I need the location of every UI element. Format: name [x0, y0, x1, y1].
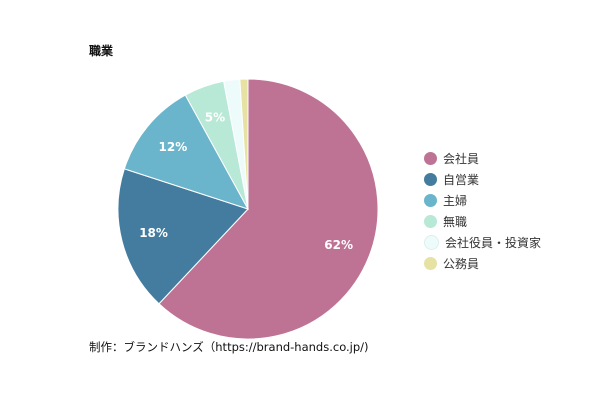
slice-label-1: 62%	[324, 238, 353, 252]
pie-slice-3	[123, 94, 250, 210]
legend-label: 自営業	[443, 173, 480, 187]
legend-item-2[interactable]: 自営業	[424, 169, 541, 190]
legend-label: 主婦	[443, 194, 468, 208]
chart-legend: 会社員自営業主婦無職会社役員・投資家 公務員	[424, 148, 541, 274]
legend-swatch-icon	[424, 194, 437, 207]
pie-slice-1	[158, 78, 379, 340]
legend-item-3[interactable]: 主婦	[424, 190, 541, 211]
legend-item-6[interactable]: 公務員	[424, 253, 541, 274]
pie-slice-2	[117, 168, 249, 305]
chart-title: 職業	[89, 44, 114, 58]
legend-label: 会社員	[443, 152, 480, 166]
legend-label: 無職	[443, 215, 468, 229]
pie-slice-6	[239, 78, 249, 210]
slice-label-3: 12%	[159, 140, 188, 154]
slice-label-2: 18%	[139, 226, 168, 240]
slice-label-4: 5%	[205, 110, 225, 124]
legend-label: 会社役員・投資家	[445, 236, 542, 250]
legend-swatch-icon	[424, 215, 437, 228]
legend-swatch-icon	[424, 152, 437, 165]
legend-swatch-icon	[424, 257, 437, 270]
legend-item-1[interactable]: 会社員	[424, 148, 541, 169]
legend-item-4[interactable]: 無職	[424, 211, 541, 232]
legend-label: 公務員	[443, 257, 480, 271]
legend-item-5[interactable]: 会社役員・投資家	[424, 232, 541, 253]
credit-text: 制作：ブランドハンズ（https://brand-hands.co.jp/)	[89, 340, 369, 354]
legend-swatch-icon	[424, 235, 439, 250]
legend-swatch-icon	[424, 173, 437, 186]
